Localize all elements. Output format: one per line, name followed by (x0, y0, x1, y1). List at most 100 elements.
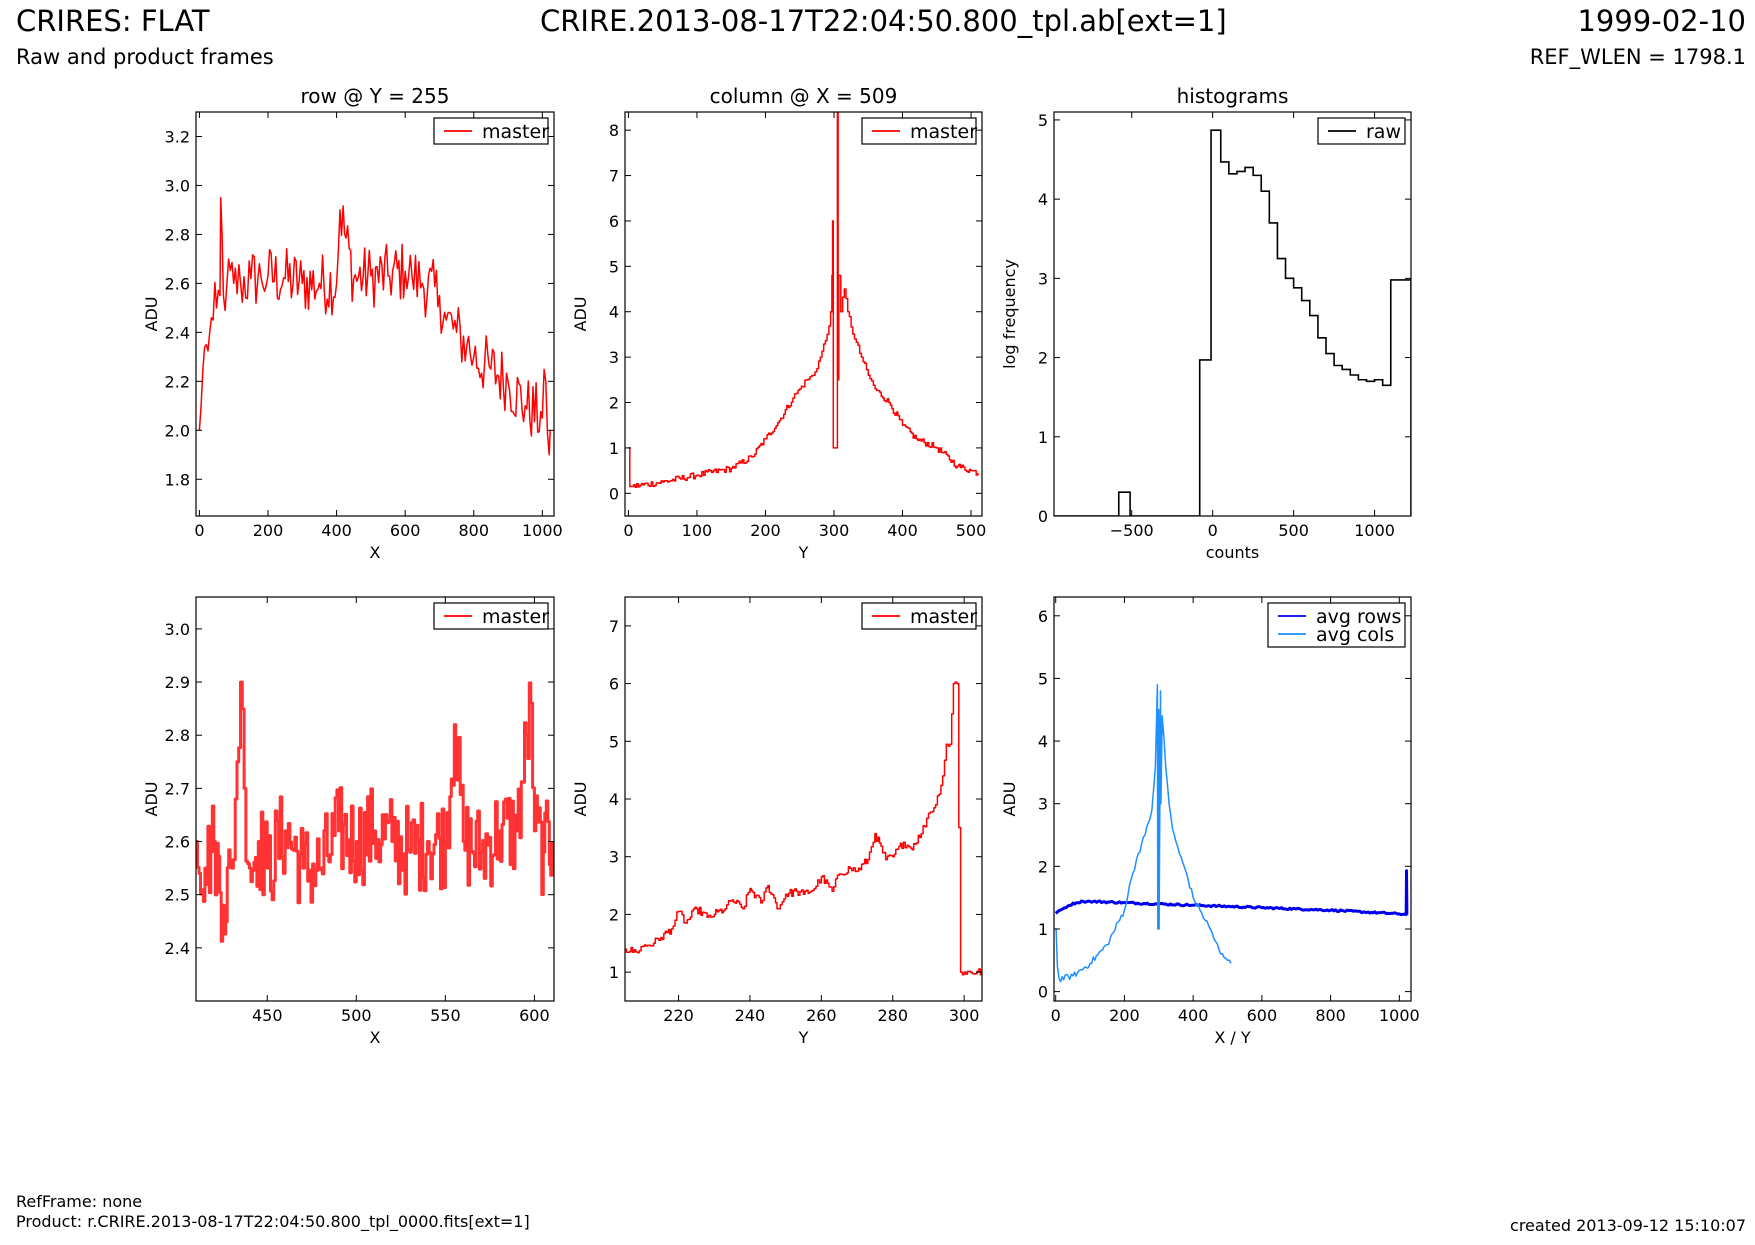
series-master (196, 680, 554, 943)
x-tick-label: 600 (1247, 1006, 1278, 1025)
y-tick-label: 3.2 (165, 127, 190, 146)
legend: master (433, 117, 549, 145)
y-tick-label: 3 (609, 348, 619, 367)
y-tick-label: 1.8 (165, 470, 190, 489)
series-line (1055, 683, 1232, 983)
y-tick-label: 2 (1038, 349, 1048, 368)
axes-frame (195, 111, 555, 517)
x-tick-label: 400 (887, 521, 918, 540)
chart-avg: 0 200 400 600 800 1000 0 1 2 3 4 5 6 X / Y ADU avg rows… (1000, 596, 1420, 1047)
legend: master (861, 117, 977, 145)
y-tick-label: 7 (609, 167, 619, 186)
y-tick-label: 3.0 (165, 620, 190, 639)
chart-row-full: 0 200 400 600 800 1000 1.8 2.0 2.2 2.4 2.6 2.8 3.0 3.… (142, 84, 563, 562)
y-tick-label: 2.8 (165, 726, 190, 745)
figure-subtitle: Raw and product frames (16, 45, 274, 69)
ref-wlen-label: REF_WLEN = 1798.1 (1529, 45, 1746, 69)
x-tick-label: 300 (949, 1006, 980, 1025)
x-tick-label: 240 (735, 1006, 766, 1025)
chart-title: row @ Y = 255 (301, 84, 450, 108)
series-line (198, 196, 551, 456)
y-tick-label: 2.4 (165, 939, 190, 958)
x-tick-label: 550 (430, 1006, 461, 1025)
series-raw (1054, 129, 1411, 516)
y-tick-label: 4 (609, 303, 619, 322)
legend-label: master (482, 606, 549, 628)
y-tick-label: 2.0 (165, 421, 190, 440)
axes-frame (624, 596, 983, 1002)
y-tick-label: 1 (1038, 920, 1048, 939)
chart-col-full: 0 100 200 300 400 500 0 1 2 3 4 5 6 7 8 column @ X = 50… (571, 84, 986, 562)
y-tick-label: 2.6 (165, 274, 190, 293)
series-line (196, 680, 554, 943)
y-tick-label: 7 (609, 617, 619, 636)
y-axis-label: ADU (571, 297, 590, 332)
legend: master (861, 602, 977, 630)
y-tick-label: 6 (609, 675, 619, 694)
figure-title: CRIRES: FLAT (16, 4, 210, 38)
y-axis-label: ADU (1000, 782, 1019, 817)
y-axis-label: ADU (571, 782, 590, 817)
y-tick-label: 5 (1038, 669, 1048, 688)
x-tick-label: 1000 (1379, 1006, 1420, 1025)
y-axis-label: ADU (142, 297, 161, 332)
y-tick-label: 2.4 (165, 323, 190, 342)
x-tick-label: 100 (682, 521, 713, 540)
y-tick-label: 0 (1038, 507, 1048, 526)
chart-title: histograms (1177, 84, 1289, 108)
x-tick-label: 260 (806, 1006, 837, 1025)
y-tick-label: 2.5 (165, 886, 190, 905)
x-tick-label: 200 (1109, 1006, 1140, 1025)
series-avg-rows (1054, 869, 1409, 917)
x-tick-label: 500 (1278, 521, 1309, 540)
x-tick-label: 280 (877, 1006, 908, 1025)
legend-box (1267, 602, 1406, 648)
y-axis-label: log frequency (1000, 259, 1019, 369)
y-tick-label: 2.9 (165, 673, 190, 692)
product-label: Product: r.CRIRE.2013-08-17T22:04:50.800… (16, 1212, 530, 1231)
y-tick-label: 4 (1038, 732, 1048, 751)
chart-row-zoom: 450 500 550 600 2.4 2.5 2.6 2.7 2.8 2.9 3.0 X ADU mas… (142, 596, 555, 1047)
x-tick-label: 300 (819, 521, 850, 540)
histogram-bins (1054, 129, 1411, 516)
series-line (1054, 869, 1409, 917)
y-tick-label: 0 (609, 484, 619, 503)
y-tick-label: 4 (609, 790, 619, 809)
x-tick-label: 0 (1051, 1006, 1061, 1025)
x-tick-label: 0 (1208, 521, 1218, 540)
legend-label: avg rows (1316, 606, 1401, 628)
axes-frame (1053, 596, 1412, 1002)
series-master (628, 112, 979, 489)
legend-label: master (482, 121, 549, 143)
y-tick-label: 4 (1038, 190, 1048, 209)
y-tick-label: 3 (1038, 269, 1048, 288)
y-axis-label: ADU (142, 782, 161, 817)
y-tick-label: 6 (1038, 607, 1048, 626)
x-tick-label: 200 (253, 521, 284, 540)
y-tick-label: 5 (1038, 111, 1048, 130)
y-tick-label: 8 (609, 121, 619, 140)
y-tick-label: 6 (609, 212, 619, 231)
y-tick-label: 2.2 (165, 372, 190, 391)
chart-hist: −500 0 500 1000 0 1 2 3 4 5 histograms counts log fr… (1000, 84, 1412, 562)
x-tick-label: 220 (663, 1006, 694, 1025)
x-tick-label: 400 (1178, 1006, 1209, 1025)
y-tick-label: 2.7 (165, 779, 190, 798)
x-tick-label: 200 (750, 521, 781, 540)
y-tick-label: 0 (1038, 983, 1048, 1002)
y-tick-label: 3 (609, 848, 619, 867)
legend: master (433, 602, 549, 630)
y-tick-label: 3.0 (165, 176, 190, 195)
y-tick-label: 1 (609, 963, 619, 982)
x-tick-label: 500 (341, 1006, 372, 1025)
x-tick-label: 0 (194, 521, 204, 540)
filename-title: CRIRE.2013-08-17T22:04:50.800_tpl.ab[ext… (540, 4, 1227, 38)
series-avg-cols (1055, 683, 1232, 983)
x-axis-label: Y (798, 543, 809, 562)
x-tick-label: 400 (321, 521, 352, 540)
x-axis-label: Y (798, 1028, 809, 1047)
x-tick-label: 1000 (522, 521, 563, 540)
x-tick-label: 1000 (1354, 521, 1395, 540)
series-line (625, 681, 982, 976)
